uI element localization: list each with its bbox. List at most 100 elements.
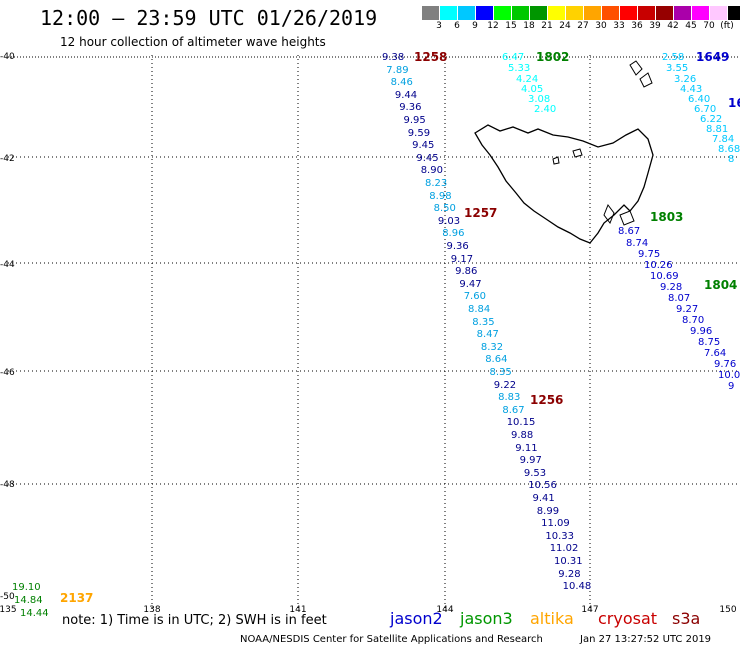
wave-height-value: 8.35 bbox=[472, 316, 495, 328]
wave-height-value: 9.53 bbox=[523, 467, 547, 479]
wave-height-value: 9.88 bbox=[511, 430, 534, 441]
legend-tick-label: 36 bbox=[631, 21, 643, 31]
legend-swatch bbox=[692, 6, 710, 20]
island-small1 bbox=[572, 148, 583, 158]
wave-height-value: 8.64 bbox=[485, 354, 508, 366]
wave-height-value: 4.24 bbox=[516, 74, 539, 85]
wave-height-value: 8.50 bbox=[433, 203, 456, 215]
wave-height-value: 8.74 bbox=[626, 238, 649, 249]
lon-label: 147 bbox=[581, 605, 599, 615]
legend-tick-label: 9 bbox=[472, 21, 478, 31]
lon-label: 150 bbox=[719, 605, 737, 615]
wave-height-value: 6.22 bbox=[700, 114, 723, 125]
legend-tick-label: (ft) bbox=[720, 21, 734, 31]
wave-height-value: 9.96 bbox=[690, 326, 713, 337]
wave-height-value: 3.55 bbox=[666, 63, 689, 74]
wave-height-value: 9.41 bbox=[532, 493, 555, 504]
wave-height-value: 8.70 bbox=[682, 315, 705, 326]
wave-height-value: 19.10 bbox=[12, 582, 41, 593]
pass-time-label: 1257 bbox=[464, 206, 498, 220]
wave-height-value: 11.09 bbox=[541, 518, 570, 530]
credit-text: NOAA/NESDIS Center for Satellite Applica… bbox=[240, 634, 543, 645]
lat-label: -50 bbox=[0, 592, 15, 602]
legend-swatch bbox=[458, 6, 476, 20]
wave-height-value: 8.23 bbox=[425, 178, 448, 189]
wave-height-value: 10.31 bbox=[554, 556, 583, 567]
wave-height-value: 8.75 bbox=[698, 337, 721, 348]
wave-height-value: 8.81 bbox=[706, 124, 729, 135]
wave-height-value: 9.36 bbox=[446, 241, 469, 252]
wave-height-value: 8.67 bbox=[618, 226, 641, 237]
lat-label: -44 bbox=[0, 260, 15, 270]
wave-height-value: 9.45 bbox=[416, 152, 439, 164]
wave-height-value: 6.47 bbox=[502, 52, 525, 63]
legend-swatch bbox=[674, 6, 692, 20]
wave-height-value: 7.84 bbox=[712, 134, 735, 145]
legend-swatch bbox=[638, 6, 656, 20]
page-subtitle: 12 hour collection of altimeter wave hei… bbox=[60, 35, 326, 49]
pass-time-label: 1258 bbox=[414, 50, 448, 64]
pass-time-label: 2137 bbox=[60, 591, 94, 605]
legend-swatch bbox=[530, 6, 548, 20]
lat-label: -42 bbox=[0, 154, 15, 164]
legend-swatch bbox=[728, 6, 740, 20]
lat-label: -48 bbox=[0, 480, 15, 490]
wave-height-value: 9.45 bbox=[412, 140, 435, 152]
wave-height-value: 9.28 bbox=[660, 282, 683, 293]
legend-swatch bbox=[656, 6, 674, 20]
wave-height-value: 8.90 bbox=[420, 165, 443, 177]
legend-swatch bbox=[602, 6, 620, 20]
wave-height-value: 8.67 bbox=[502, 404, 525, 416]
wave-height-value: 9.59 bbox=[407, 127, 431, 139]
island-small2 bbox=[552, 156, 560, 165]
wave-height-value: 9.75 bbox=[638, 249, 661, 260]
wave-height-value: 9.27 bbox=[676, 304, 699, 315]
lon-label: 144 bbox=[436, 605, 454, 615]
wave-height-value: 9.44 bbox=[394, 89, 418, 101]
lon-label: 138 bbox=[143, 605, 161, 615]
legend-tick-label: 3 bbox=[436, 21, 442, 31]
wave-height-value: 10.48 bbox=[562, 581, 592, 593]
legend-swatch bbox=[584, 6, 602, 20]
legend-swatch bbox=[476, 6, 494, 20]
satellite-legend-cryosat: cryosat bbox=[598, 609, 658, 628]
wave-height-value: 8.83 bbox=[498, 392, 521, 404]
wave-height-value: 9.95 bbox=[403, 115, 426, 126]
island-ne bbox=[629, 60, 643, 76]
wave-height-value: 9.17 bbox=[450, 253, 474, 265]
wave-height-value: 9.03 bbox=[437, 215, 461, 227]
legend-tick-label: 12 bbox=[487, 21, 499, 31]
wave-height-value: 9.22 bbox=[493, 379, 517, 391]
wave-height-value: 3.26 bbox=[674, 74, 697, 85]
wave-height-value: 8.84 bbox=[468, 304, 491, 315]
legend-tick-label: 42 bbox=[667, 21, 679, 31]
wave-height-value: 9.36 bbox=[399, 102, 422, 114]
legend-tick-label: 45 bbox=[685, 21, 697, 31]
footer-note: note: 1) Time is in UTC; 2) SWH is in fe… bbox=[62, 613, 327, 628]
pass-time-label: 1802 bbox=[536, 50, 570, 64]
wave-height-value: 4.43 bbox=[680, 84, 703, 95]
satellite-legend-jason2: jason2 bbox=[390, 609, 443, 628]
wave-height-value: 8.68 bbox=[718, 144, 740, 155]
map-canvas bbox=[8, 55, 740, 610]
wave-height-value: 2.58 bbox=[662, 52, 685, 63]
wave-height-value: 9.28 bbox=[558, 568, 581, 580]
legend-tick-label: 27 bbox=[577, 21, 589, 31]
page-title: 12:00 — 23:59 UTC 01/26/2019 bbox=[40, 6, 378, 30]
wave-height-value: 9 bbox=[728, 381, 735, 392]
wave-height-value: 2.40 bbox=[534, 104, 557, 115]
lon-label: 135 bbox=[0, 605, 17, 615]
island-bruny bbox=[603, 203, 615, 225]
wave-height-value: 7.89 bbox=[386, 64, 409, 76]
legend-tick-label: 21 bbox=[541, 21, 553, 31]
legend-tick-label: 18 bbox=[523, 21, 535, 31]
wave-height-value: 10.33 bbox=[545, 530, 575, 542]
legend-swatch bbox=[422, 6, 440, 20]
wave-height-value: 10.0 bbox=[718, 370, 740, 381]
wave-height-value: 8.07 bbox=[668, 293, 691, 304]
legend-tick-label: 39 bbox=[649, 21, 661, 31]
wave-height-value: 10.69 bbox=[650, 271, 679, 282]
legend-tick-label: 33 bbox=[613, 21, 625, 31]
legend-swatch bbox=[494, 6, 512, 20]
legend-swatch bbox=[440, 6, 458, 20]
